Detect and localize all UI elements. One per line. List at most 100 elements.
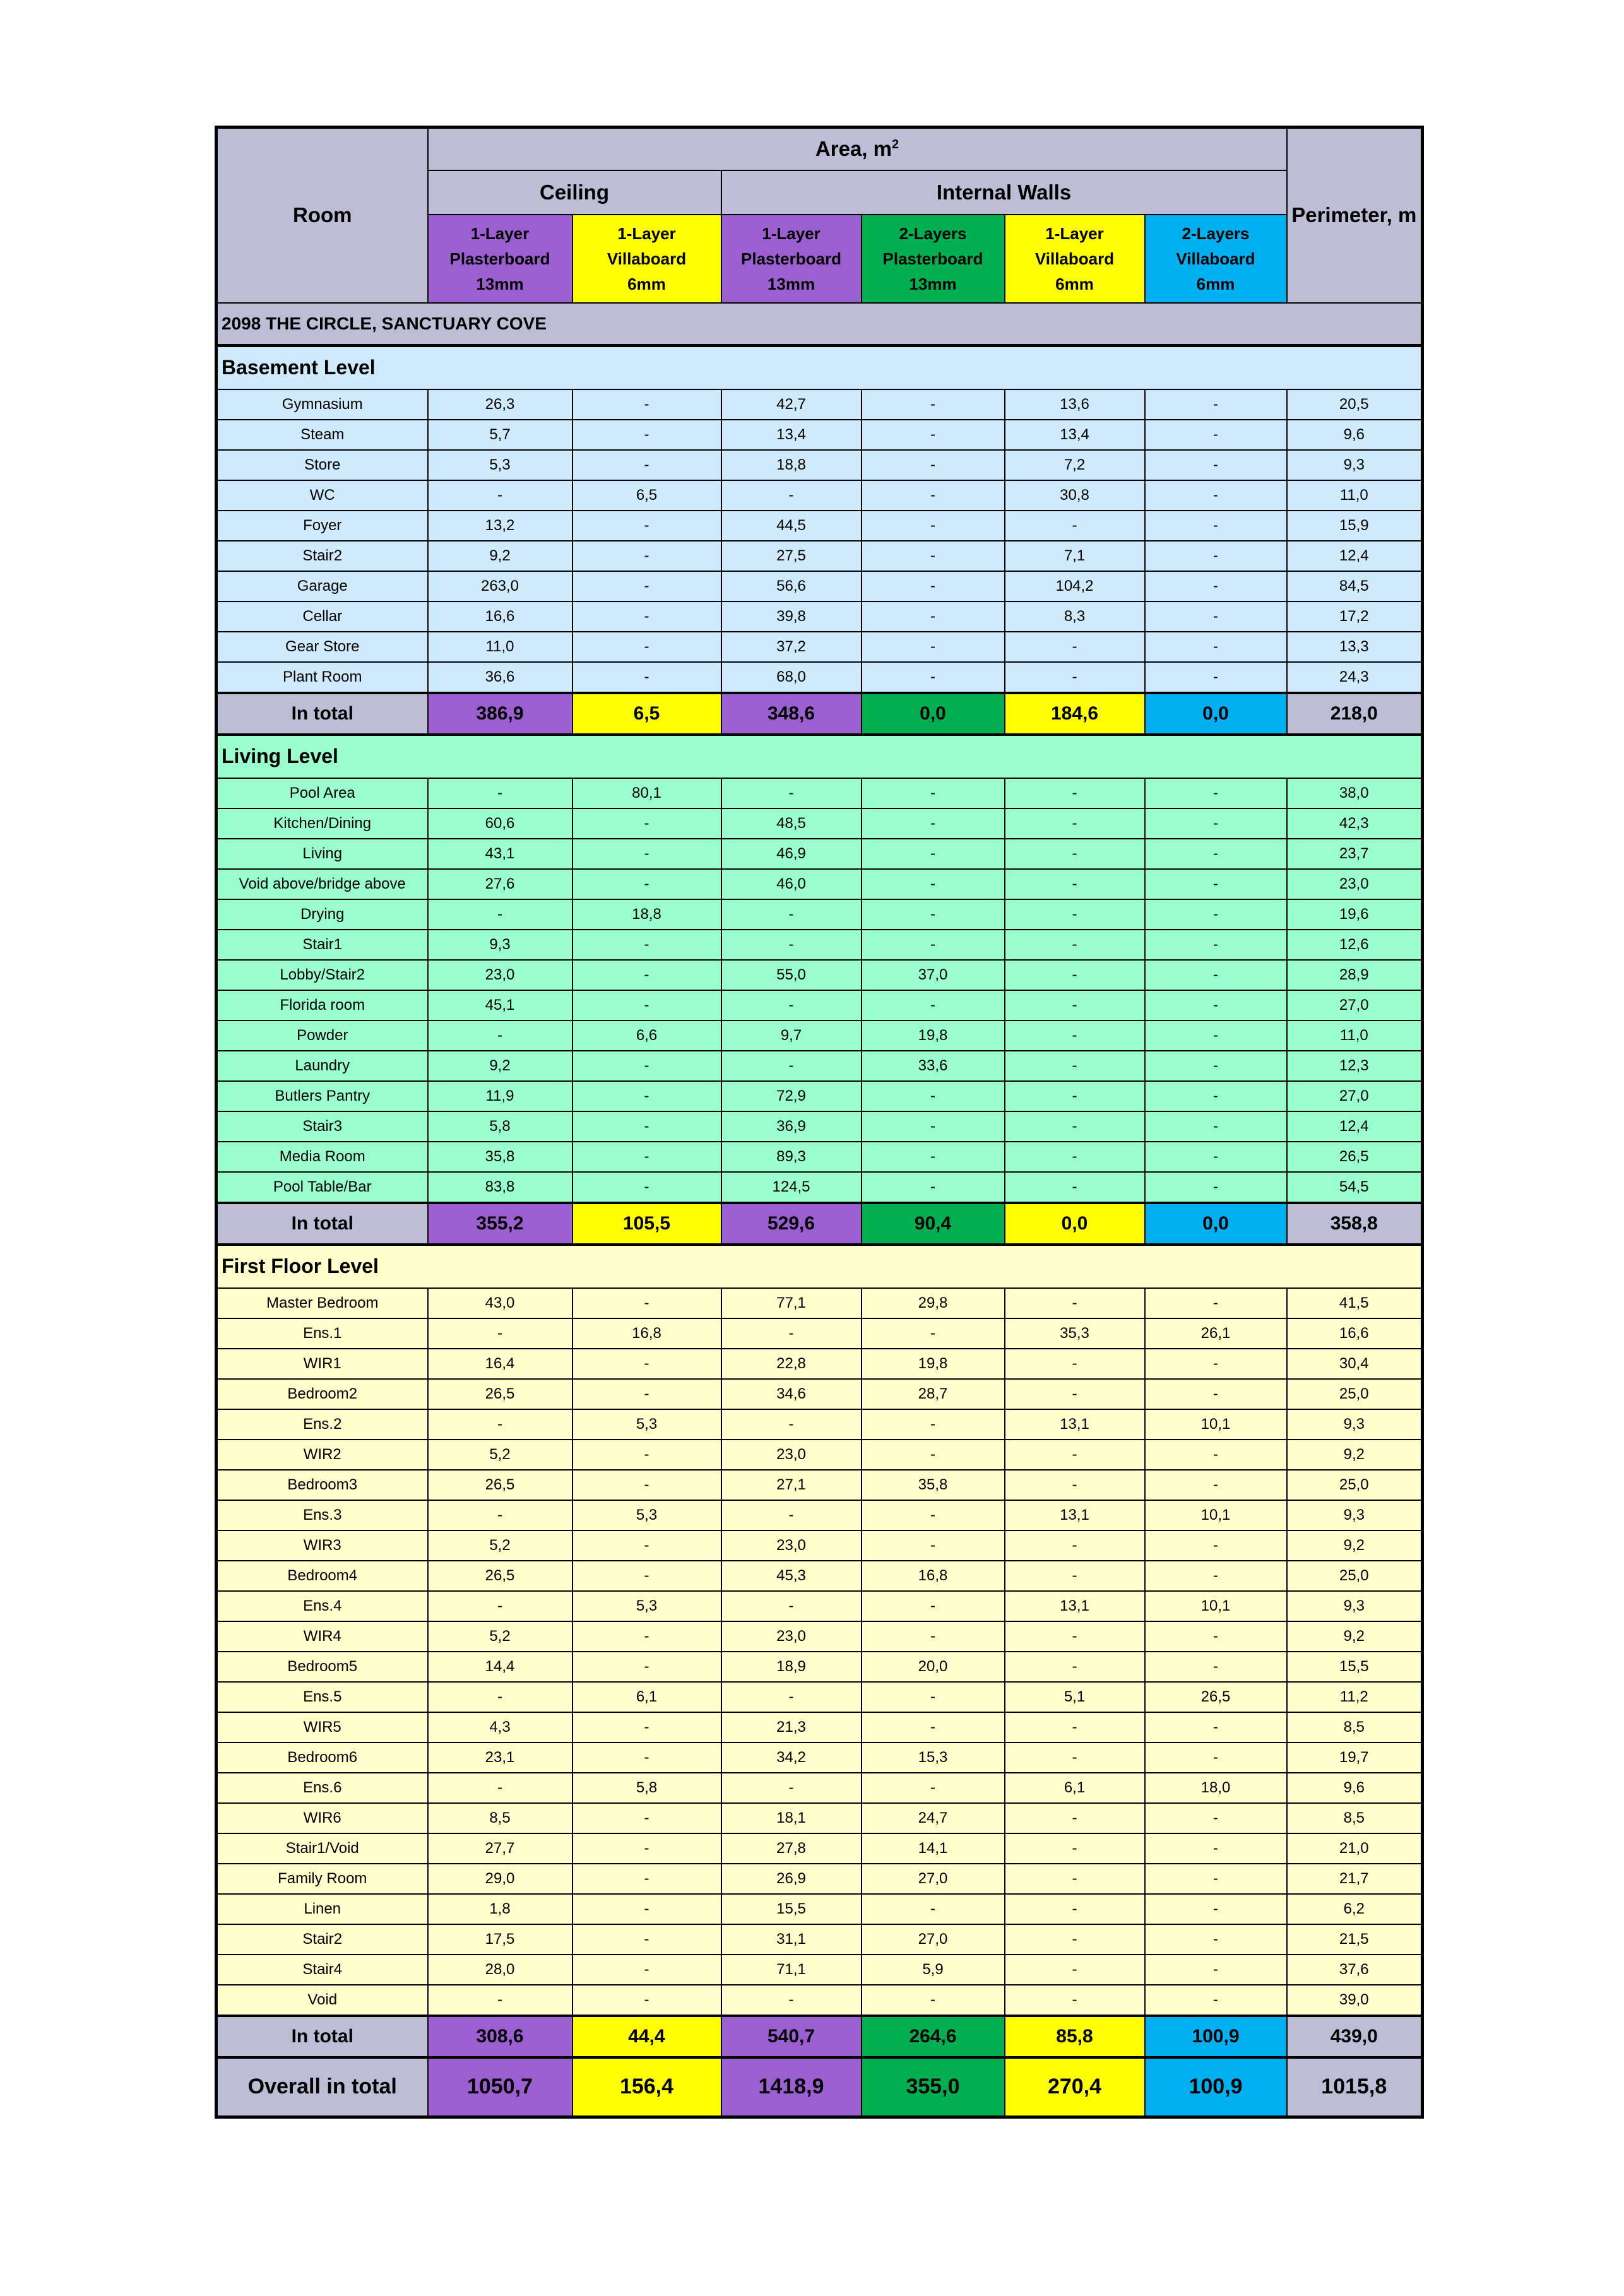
area-cell: 44,5 [720,509,862,541]
table-row: Stair2 9,2-27,5-7,1-12,4 [215,540,1423,572]
perimeter-cell: 30,4 [1286,1347,1423,1380]
column-header-line: Plasterboard [882,249,983,268]
material-column-header: 1-Layer Plasterboard 13mm [427,213,573,304]
area-cell: - [860,1620,1005,1652]
material-column-header: 1-Layer Plasterboard 13mm [720,213,862,304]
row-label: Master Bedroom [215,1287,429,1319]
area-cell: - [860,1408,1005,1440]
area-cell: - [571,630,722,663]
area-cell: - [1144,959,1288,991]
area-cell: - [1004,509,1146,541]
row-label: Void above/bridge above [215,868,429,900]
area-cell: 27,1 [720,1469,862,1501]
row-label: WIR5 [215,1711,429,1743]
perimeter-cell: 218,0 [1286,691,1423,736]
area-cell: - [571,1140,722,1173]
area-cell: 348,6 [720,691,862,736]
column-header-line: 2-Layers [899,223,967,243]
area-cell: 18,8 [720,449,862,481]
area-cell: - [720,1772,862,1804]
area-cell: 45,3 [720,1559,862,1592]
row-label: Laundry [215,1050,429,1082]
table-row: Bedroom5 14,4-18,9 20,0- -15,5 [215,1650,1423,1683]
area-schedule-table: Room Area, m2 Perimeter, m Ceiling Inter… [215,126,1425,2119]
perimeter-cell: 19,7 [1286,1741,1423,1773]
area-cell: 33,6 [860,1050,1005,1082]
table-row: Ens.4-5,3- -13,1 10,1 9,3 [215,1590,1423,1622]
area-cell: - [571,1650,722,1683]
area-cell: - [1004,1019,1146,1051]
area-cell: - [1144,868,1288,900]
area-cell: - [1004,898,1146,930]
area-cell: 72,9 [720,1080,862,1112]
area-cell: - [427,1590,573,1622]
table-row: Gymnasium 26,3-42,7-13,6-20,5 [215,388,1423,420]
area-cell: 6,5 [571,691,722,736]
area-cell: 46,9 [720,837,862,870]
table-row: Void above/bridge above 27,6-46,0- - -23,0 [215,868,1423,900]
table-row: Family Room 29,0-26,9 27,0- -21,7 [215,1862,1423,1895]
area-cell: - [571,1438,722,1471]
area-cell: - [1004,1529,1146,1561]
row-label: Ens.6 [215,1772,429,1804]
area-cell: - [720,989,862,1021]
column-header-line: 6mm [1055,274,1094,293]
area-cell: 15,5 [720,1893,862,1925]
section-title: Living Level [215,733,1423,779]
area-cell: 22,8 [720,1347,862,1380]
area-cell: - [571,989,722,1021]
area-cell: 26,1 [1144,1317,1288,1349]
area-cell: 27,5 [720,540,862,572]
area-cell: - [860,479,1005,511]
area-cell: 17,5 [427,1923,573,1955]
row-label: In total [215,691,429,736]
table-row: Ens.1-16,8- -35,3 26,1 16,6 [215,1317,1423,1349]
area-cell: - [1144,1171,1288,1204]
area-cell: 23,0 [720,1620,862,1652]
area-cell: 1050,7 [427,2056,573,2117]
row-label: Bedroom3 [215,1469,429,1501]
overall-total-row: Overall in total 1050,7 156,4 1418,9 355,0 27… [215,2056,1423,2117]
perimeter-cell: 20,5 [1286,388,1423,420]
column-header-line: 13mm [476,274,524,293]
area-cell: 83,8 [427,1171,573,1204]
area-cell: - [1144,1862,1288,1895]
perimeter-cell: 1015,8 [1286,2056,1423,2117]
area-cell: 46,0 [720,868,862,900]
row-label: Linen [215,1893,429,1925]
column-header-line: 6mm [1196,274,1235,293]
perimeter-cell: 8,5 [1286,1711,1423,1743]
area-cell: - [1004,1620,1146,1652]
area-cell: 11,9 [427,1080,573,1112]
perimeter-cell: 12,6 [1286,928,1423,961]
area-cell: - [571,1347,722,1380]
area-cell: - [571,928,722,961]
section-header: Basement Level [215,345,1423,390]
area-cell: 44,4 [571,2014,722,2059]
area-cell: - [1144,1469,1288,1501]
area-cell: 5,8 [427,1110,573,1142]
table-row: Living 43,1-46,9- - -23,7 [215,837,1423,870]
perimeter-cell: 27,0 [1286,989,1423,1021]
area-cell: 5,3 [571,1590,722,1622]
area-cell: - [571,1953,722,1985]
area-cell: 90,4 [860,1201,1005,1246]
area-cell: - [1004,777,1146,809]
area-cell: 23,0 [720,1529,862,1561]
area-cell: 37,0 [860,959,1005,991]
area-cell: 0,0 [1004,1201,1146,1246]
internal-walls-header: Internal Walls [720,169,1288,215]
table-row: Foyer 13,2-44,5- - -15,9 [215,509,1423,541]
perimeter-cell: 27,0 [1286,1080,1423,1112]
area-cell: 11,0 [427,630,573,663]
area-cell: - [1004,1080,1146,1112]
area-cell: 37,2 [720,630,862,663]
row-label: Void [215,1984,429,2016]
area-cell: - [1004,1923,1146,1955]
perimeter-cell: 12,4 [1286,540,1423,572]
area-cell: 26,5 [427,1469,573,1501]
area-cell: 48,5 [720,807,862,839]
area-cell: 30,8 [1004,479,1146,511]
area-cell: 386,9 [427,691,573,736]
area-cell: - [1144,630,1288,663]
